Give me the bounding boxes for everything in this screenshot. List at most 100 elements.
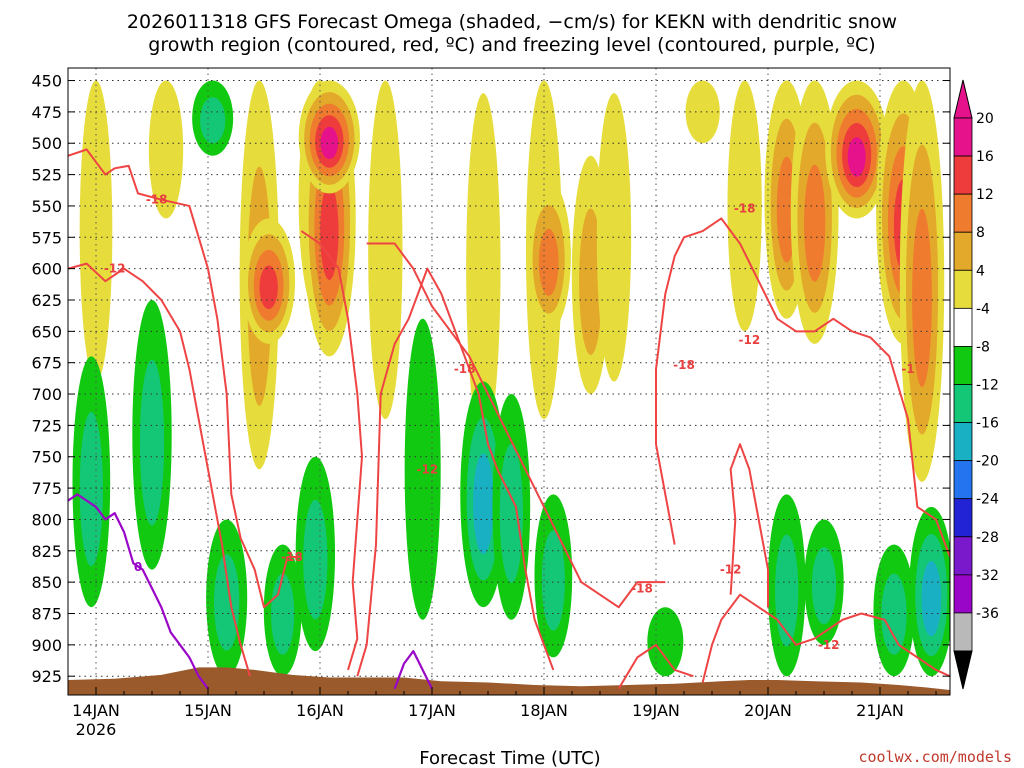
colorbar-bin [953,231,973,271]
omega-blob [72,356,111,608]
y-tick-label: 700 [31,385,62,404]
omega-blob [466,93,501,445]
colorbar-bin [953,498,973,538]
omega-band [847,137,866,177]
dgz-contour-label: -18 [734,201,756,215]
omega-blob [685,80,720,144]
dgz-contour-label: -12 [104,262,126,276]
omega-band [921,560,942,637]
omega-band [804,164,826,282]
credit-text: coolwx.com/models [858,748,1012,766]
omega-blob [790,80,839,344]
omega-blob [298,80,360,194]
omega-band [466,93,501,445]
omega-blob [804,519,844,645]
colorbar-bin [953,307,973,347]
y-tick-label: 675 [31,354,62,373]
x-tick-label: 18JAN [520,701,568,720]
x-tick-label: 14JAN [72,701,120,720]
freezing-level-line [68,493,209,690]
dgz-contour-18 [617,643,694,690]
omega-blob [148,80,184,219]
x-tick-year: 2026 [76,720,117,739]
grid-lines [68,68,950,695]
omega-blob [295,456,336,652]
omega-band [368,80,403,420]
omega-band [320,126,339,160]
colorbar-bin [953,269,973,309]
omega-blob [647,607,684,677]
colorbar-bin [953,536,973,576]
dgz-contour-label: -1 [901,362,914,376]
dgz-contour-label: -18 [146,193,168,207]
dgz-contour-18 [366,242,666,609]
dgz-contour-18 [68,148,302,609]
omega-blob [899,80,945,482]
colorbar-label: -28 [976,530,999,546]
omega-blob [873,544,915,677]
dgz-contour-label: -12 [416,462,438,476]
omega-blob [263,544,302,677]
omega-band [473,453,494,554]
colorbar-bin [953,460,973,500]
omega-band [148,80,184,219]
omega-band [685,80,720,144]
dgz-contour-label: -18 [631,581,653,595]
colorbar-bin [953,193,973,233]
omega-band [259,265,278,310]
y-tick-label: 475 [31,103,62,122]
colorbar-bin [953,117,973,157]
y-axis: 450 475 500 525 550 575 600 625 650 675 700 725 750 7… [31,72,950,686]
omega-band [647,607,684,677]
x-tick-label: 16JAN [296,701,344,720]
omega-band [79,411,103,567]
y-tick-label: 650 [31,322,62,341]
y-tick-label: 500 [31,134,62,153]
omega-band [579,208,603,356]
plot-frame [67,67,951,696]
x-tick-label: 19JAN [632,701,680,720]
omega-band [320,183,339,280]
y-tick-label: 600 [31,260,62,279]
freezing-level-line [393,650,433,690]
y-tick-label: 575 [31,228,62,247]
x-tick-label: 17JAN [408,701,456,720]
y-tick-label: 875 [31,604,62,623]
colorbar-bin [953,612,973,652]
colorbar-label: -24 [976,492,999,508]
colorbar-label: -12 [976,378,999,394]
omega-band [538,228,559,296]
dgz-contour-label: -12 [720,563,742,577]
omega-blob [909,506,950,677]
freezing-level-label: 0 [134,560,142,574]
y-tick-label: 725 [31,416,62,435]
omega-band [214,554,240,651]
colorbar-label: -20 [976,454,999,470]
colorbar-top-arrow [953,79,973,119]
omega-band [541,530,565,631]
colorbar-label: 12 [976,187,994,203]
colorbar-label: -16 [976,416,999,432]
dgz-contour-18 [300,230,363,671]
omega-blob [242,218,296,344]
omega-blob [526,180,571,332]
y-tick-label: 775 [31,479,62,498]
dgz-contour-12 [701,593,950,683]
omega-band [271,573,295,655]
dgz-contour-12 [68,262,251,677]
x-tick-label: 15JAN [184,701,232,720]
colorbar-bottom-arrow [953,650,973,690]
freezing-level-contours [68,493,433,690]
omega-blob [132,299,172,570]
colorbar-label: -4 [976,301,990,317]
y-tick-label: 925 [31,667,62,686]
colorbar-bin [953,384,973,423]
dgz-contour-label: -18 [281,550,303,564]
contour-labels: -18 -12 -18 -18 -12 -18 -18 -12 -12 -18 -12 -1 0 [104,193,915,652]
omega-band [811,547,837,625]
x-tick-label: 21JAN [856,701,904,720]
dgz-contour-18 [655,217,950,558]
colorbar-label: 4 [976,263,985,279]
omega-blob [825,80,889,219]
